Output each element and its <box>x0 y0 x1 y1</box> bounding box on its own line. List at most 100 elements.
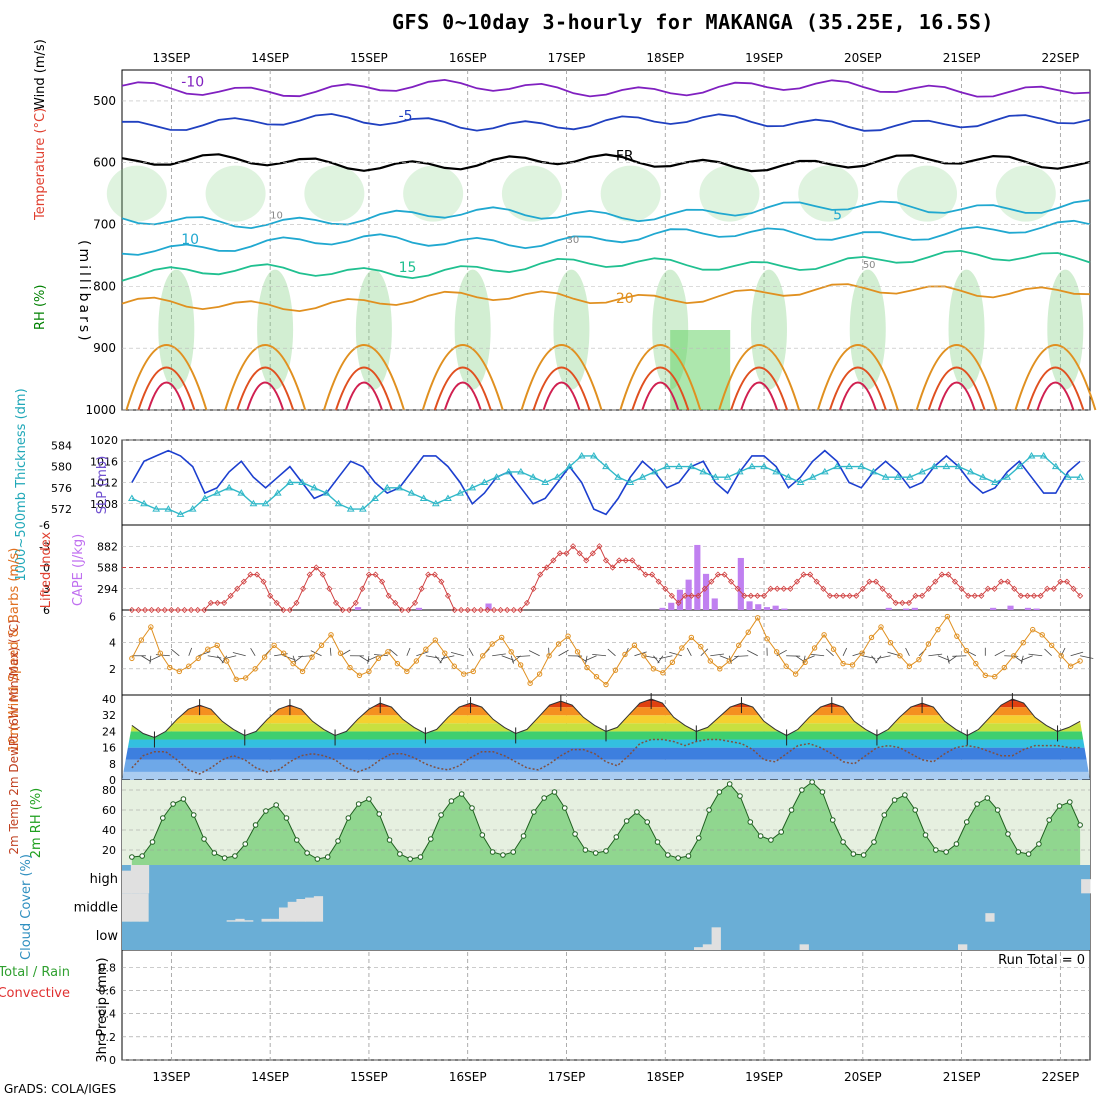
cloud-cover-bar <box>122 893 132 922</box>
thickness-point <box>869 467 878 475</box>
lifted-index-tick: 0 <box>43 562 50 575</box>
wind-speed-point <box>280 650 287 656</box>
wind-speed-line <box>131 615 1081 686</box>
temp-tick: 32 <box>102 709 116 722</box>
thickness-point <box>833 462 841 470</box>
warm-arch <box>915 344 998 411</box>
temp-tick: 40 <box>102 693 116 706</box>
lifted-index-point <box>267 592 274 599</box>
cloud-cover-bar <box>799 944 809 950</box>
lifted-index-point <box>793 578 801 585</box>
wind-speed-point <box>584 664 590 671</box>
date-label-top: 16SEP <box>449 51 487 65</box>
wind-speed-point <box>527 680 533 686</box>
rh-point <box>922 832 929 838</box>
lifted-index-point <box>556 550 563 557</box>
temp-band <box>122 739 1090 748</box>
lifted-index-point <box>490 606 498 614</box>
wind-speed-point <box>1020 639 1026 646</box>
lifted-index-point <box>688 592 695 599</box>
wind-speed-point <box>802 659 808 666</box>
wind-barb <box>825 648 834 657</box>
lifted-index-point <box>1024 592 1031 599</box>
rh-tick: 40 <box>102 824 116 837</box>
wind-speed-point <box>366 668 372 675</box>
thickness-point <box>930 462 939 470</box>
wind-speed-point <box>318 642 325 649</box>
lifted-index-point <box>286 606 293 614</box>
temp-band <box>122 707 1090 716</box>
wind-speed-point <box>717 666 723 672</box>
thickness-point <box>1064 473 1072 480</box>
lifted-index-point <box>207 599 214 606</box>
rh-point <box>984 795 991 801</box>
wind-barb <box>877 655 891 659</box>
lifted-index-point <box>1050 585 1057 592</box>
cape-tick: 882 <box>97 540 118 553</box>
wind-speed-point <box>186 663 192 669</box>
rh-point <box>273 802 279 808</box>
lifted-index-point <box>589 550 596 557</box>
thickness-point <box>589 451 598 459</box>
date-label-top: 19SEP <box>745 51 783 65</box>
wind-barb <box>141 655 152 662</box>
rh-point <box>561 805 568 811</box>
wind-speed-point <box>242 675 249 681</box>
thickness-point <box>140 499 148 507</box>
date-label-top: 13SEP <box>153 51 191 65</box>
lifted-index-point <box>800 571 807 578</box>
warm-arch <box>236 366 295 411</box>
rh-shade-moist <box>670 330 731 410</box>
lifted-index-point <box>728 578 735 585</box>
thickness-point <box>468 483 477 491</box>
lifted-index-point <box>951 578 959 585</box>
wind-barb <box>946 655 950 664</box>
lifted-index-point <box>332 599 340 606</box>
lifted-index-point <box>326 585 333 592</box>
lifted-index-point <box>273 599 280 606</box>
lifted-index-point <box>760 592 768 599</box>
slp-tick: 1008 <box>90 498 118 511</box>
thickness-point <box>675 462 683 470</box>
rh-point <box>489 849 496 855</box>
lifted-index-point <box>945 571 952 578</box>
lifted-index-point <box>188 606 195 614</box>
rh-point <box>1015 849 1022 855</box>
wind-speed-point <box>783 663 789 669</box>
pressure-tick: 1000 <box>85 403 116 417</box>
wind-speed-point <box>394 660 401 667</box>
lifted-index-point <box>418 585 425 592</box>
cloud-cover-bar <box>711 927 721 950</box>
lifted-index-point <box>754 592 761 599</box>
lifted-index-point <box>912 592 919 599</box>
cloud-background <box>122 865 1090 950</box>
isotherm-label: 5 <box>833 207 842 223</box>
thickness-point <box>1076 473 1085 480</box>
rh-point <box>994 807 1001 813</box>
lifted-index-point <box>168 606 175 614</box>
date-label-bottom: 16SEP <box>449 1070 487 1084</box>
thickness-line <box>131 455 1081 516</box>
wind-barb <box>516 655 531 658</box>
lifted-index-line <box>131 545 1081 611</box>
rh-point <box>706 807 712 813</box>
rh-point <box>232 853 238 859</box>
isotherm-label: -10 <box>181 75 204 91</box>
wind-speed-point <box>906 663 913 669</box>
rh-point <box>500 852 506 858</box>
thickness-point <box>784 473 793 480</box>
cloud-cover-bar <box>226 920 236 922</box>
lifted-index-point <box>1011 585 1018 592</box>
rh-point <box>747 819 754 825</box>
lifted-index-point <box>905 599 912 606</box>
wind-barb <box>198 651 211 657</box>
warm-arch <box>246 381 285 411</box>
wind-speed-point <box>1067 663 1074 669</box>
lifted-index-point <box>1063 578 1071 585</box>
cape-bar <box>763 607 771 610</box>
wind-barb <box>686 647 692 656</box>
rh-point <box>685 853 692 859</box>
slp-line <box>131 449 1081 516</box>
cape-bar <box>659 607 666 610</box>
